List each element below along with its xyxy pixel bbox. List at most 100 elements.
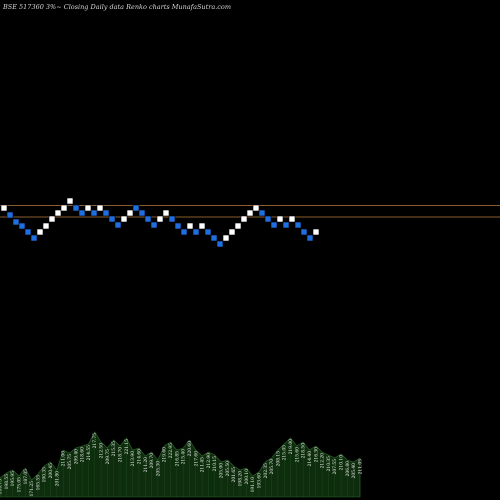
reference-lines bbox=[0, 205, 500, 218]
volume-label: 212.50 bbox=[100, 443, 105, 459]
volume-label: 205.30 bbox=[156, 461, 161, 477]
renko-brick-up bbox=[126, 209, 134, 217]
volume-label: 217.75 bbox=[93, 433, 98, 449]
renko-brick-up bbox=[48, 215, 56, 223]
volume-label: 205.90 bbox=[220, 463, 225, 479]
volume-label: 199.75 bbox=[0, 479, 4, 495]
volume-label: 215.05 bbox=[283, 445, 288, 461]
renko-brick-down bbox=[168, 215, 176, 223]
volume-label: 211.00 bbox=[62, 451, 67, 467]
renko-brick-up bbox=[54, 209, 62, 217]
volume-label: 201.80 bbox=[55, 471, 60, 487]
volume-label: 217.60 bbox=[194, 451, 199, 467]
volume-label: 213.90 bbox=[131, 451, 136, 467]
renko-brick-up bbox=[198, 222, 206, 230]
renko-brick-down bbox=[204, 228, 212, 236]
chart-title: BSE 517360 3%~ Closing Daily data Renko … bbox=[2, 3, 231, 11]
renko-brick-down bbox=[294, 221, 302, 229]
volume-label: 195.95 bbox=[11, 471, 16, 487]
volume-label: 200.45 bbox=[49, 463, 54, 479]
renko-brick-up bbox=[312, 228, 320, 236]
volume-label: 211.20 bbox=[144, 457, 149, 473]
renko-brick-down bbox=[102, 209, 110, 217]
renko-brick-down bbox=[90, 209, 98, 217]
renko-brick-down bbox=[6, 211, 14, 219]
renko-brick-down bbox=[24, 228, 32, 236]
volume-label: 214.60 bbox=[137, 449, 142, 465]
volume-label: 190.35 bbox=[43, 467, 48, 483]
volume-label: 218.50 bbox=[302, 443, 307, 459]
renko-brick-down bbox=[258, 209, 266, 217]
volume-label: 205.40 bbox=[352, 463, 357, 479]
volume-label: 216.30 bbox=[314, 447, 319, 463]
volume-label: 175.05 bbox=[17, 477, 22, 493]
renko-brick-up bbox=[84, 204, 92, 212]
renko-brick-up bbox=[60, 204, 68, 212]
volume-label: 216.85 bbox=[175, 451, 180, 467]
renko-bricks bbox=[0, 197, 320, 248]
renko-brick-up bbox=[0, 204, 8, 212]
volume-label: 209.70 bbox=[150, 453, 155, 469]
volume-area bbox=[0, 431, 361, 498]
volume-label: 219.00 bbox=[289, 439, 294, 455]
volume-label: 209.75 bbox=[106, 449, 111, 465]
volume-label: 191.10 bbox=[251, 477, 256, 493]
renko-brick-up bbox=[246, 209, 254, 217]
renko-brick-down bbox=[108, 215, 116, 223]
renko-brick-up bbox=[240, 215, 248, 223]
volume-label: 215.40 bbox=[182, 449, 187, 465]
volume-label: 214.40 bbox=[308, 451, 313, 467]
renko-brick-up bbox=[120, 215, 128, 223]
volume-label: 219.60 bbox=[163, 447, 168, 463]
volume-label: 202.35 bbox=[264, 463, 269, 479]
volume-label: 211.05 bbox=[359, 459, 364, 475]
volume-label: 198.20 bbox=[239, 471, 244, 487]
renko-brick-up bbox=[234, 222, 242, 230]
volume-label: 193.60 bbox=[257, 473, 262, 489]
volume-label: 210.10 bbox=[340, 455, 345, 471]
renko-brick-down bbox=[282, 221, 290, 229]
renko-brick-up bbox=[156, 215, 164, 223]
renko-brick-down bbox=[174, 222, 182, 230]
renko-brick-down bbox=[78, 209, 86, 217]
renko-brick-down bbox=[300, 228, 308, 236]
renko-brick-down bbox=[192, 228, 200, 236]
volume-label: 209.40 bbox=[74, 449, 79, 465]
volume-label: 221.15 bbox=[125, 439, 130, 455]
volume-label: 218.60 bbox=[81, 447, 86, 463]
volume-label: 171.25 bbox=[30, 481, 35, 497]
volume-label: 212.20 bbox=[321, 453, 326, 469]
renko-brick-down bbox=[264, 215, 272, 223]
renko-brick-down bbox=[114, 221, 122, 229]
volume-label: 220.60 bbox=[188, 441, 193, 457]
renko-brick-down bbox=[150, 221, 158, 229]
renko-brick-down bbox=[216, 240, 224, 248]
volume-label: 210.15 bbox=[213, 456, 218, 472]
renko-brick-up bbox=[228, 228, 236, 236]
volume-label: 211.45 bbox=[201, 457, 206, 473]
renko-brick-up bbox=[36, 228, 44, 236]
volume-label: 205.50 bbox=[226, 461, 231, 477]
renko-brick-down bbox=[138, 209, 146, 217]
renko-brick-down bbox=[180, 228, 188, 236]
volume-label: 210.35 bbox=[327, 456, 332, 472]
volume-label: 222.95 bbox=[169, 443, 174, 459]
volume-label: 205.70 bbox=[270, 459, 275, 475]
volume-label: 207.55 bbox=[333, 459, 338, 475]
renko-brick-up bbox=[96, 204, 104, 212]
volume-label: 201.65 bbox=[232, 467, 237, 483]
renko-brick-down bbox=[144, 215, 152, 223]
volume-label: 218.70 bbox=[119, 447, 124, 463]
volume-label: 205.75 bbox=[68, 454, 73, 470]
renko-brick-down bbox=[18, 222, 26, 230]
renko-brick-up bbox=[276, 215, 284, 223]
renko-brick-up bbox=[162, 209, 170, 217]
renko-brick-down bbox=[132, 204, 140, 212]
volume-label: 212.90 bbox=[207, 453, 212, 469]
renko-brick-down bbox=[30, 234, 38, 242]
renko-brick-down bbox=[306, 234, 314, 242]
renko-brick-down bbox=[72, 204, 80, 212]
volume-label: 215.35 bbox=[112, 441, 117, 457]
